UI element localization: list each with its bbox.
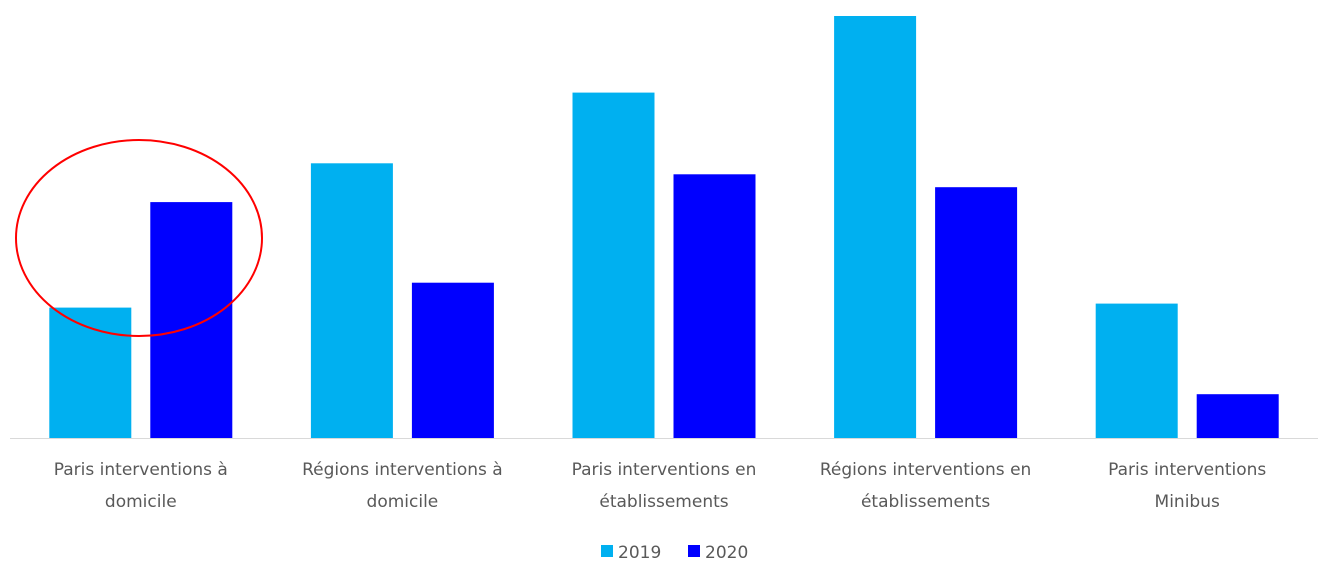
bar-2019-1 [310, 163, 393, 439]
bar-2020-2 [673, 174, 756, 439]
category-label-3-line-1: établissements [861, 492, 990, 512]
bar-2020-3 [935, 187, 1018, 438]
legend-swatch-2020 [688, 545, 700, 557]
category-label-2-line-1: établissements [599, 492, 728, 512]
category-label-1-line-0: Régions interventions à [302, 460, 503, 480]
category-label-2-line-0: Paris interventions en [572, 460, 757, 480]
category-label-4-line-0: Paris interventions [1108, 460, 1266, 480]
legend-label-2019: 2019 [618, 543, 661, 562]
legend-swatch-2019 [601, 545, 613, 557]
bar-2019-2 [572, 92, 655, 438]
bar-2020-4 [1196, 394, 1279, 438]
bar-2019-4 [1095, 303, 1178, 438]
category-labels: Paris interventions à domicile Régions int… [54, 460, 1267, 512]
category-label-4-line-1: Minibus [1155, 492, 1220, 512]
bars-group [49, 16, 1279, 439]
bar-2019-0 [49, 307, 132, 438]
category-label-0-line-1: domicile [105, 492, 177, 512]
highlight-circle [15, 139, 263, 337]
bar-2020-1 [411, 282, 494, 438]
bar-2020-0 [150, 202, 233, 438]
category-label-1-line-1: domicile [367, 492, 439, 512]
legend-label-2020: 2020 [705, 543, 748, 562]
category-label-3-line-0: Régions interventions en [820, 460, 1031, 480]
bar-2019-3 [834, 16, 917, 438]
category-label-0-line-0: Paris interventions à [54, 460, 228, 480]
legend: 2019 2020 [601, 543, 748, 562]
